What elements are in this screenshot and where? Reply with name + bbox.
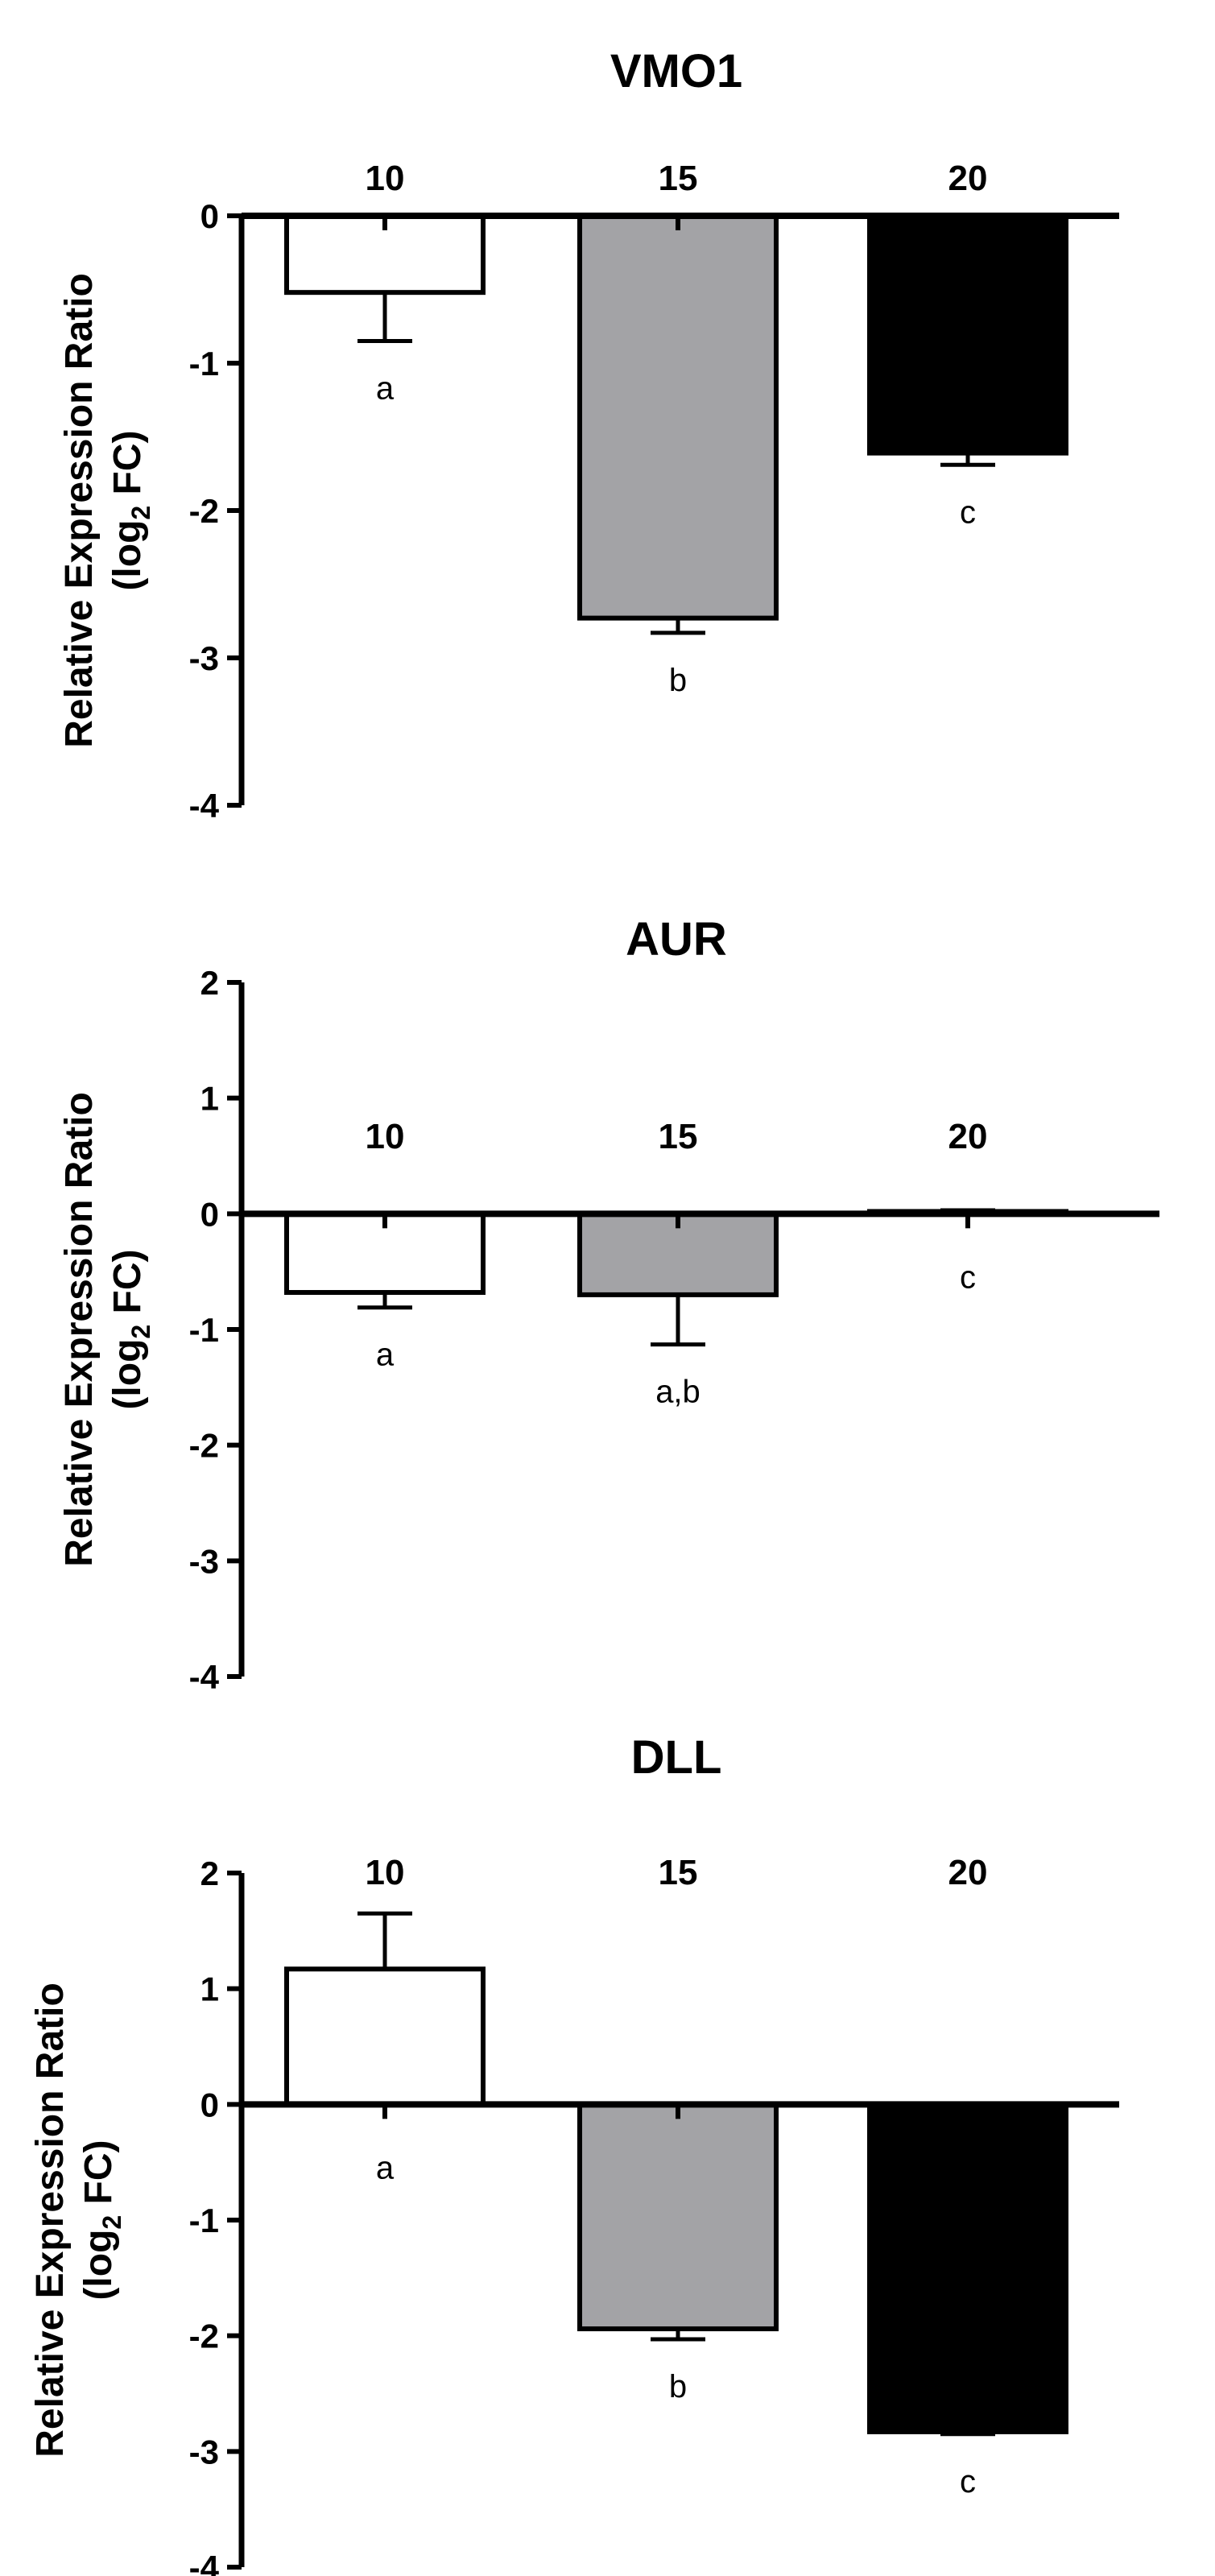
bar-20 xyxy=(867,2102,1068,2434)
bar-15 xyxy=(577,213,779,621)
category-label-10: 10 xyxy=(366,159,405,198)
y-tick-label: -4 xyxy=(189,787,220,825)
y-tick-label: 2 xyxy=(200,1854,219,1892)
bar-15 xyxy=(577,2102,779,2332)
bar-20 xyxy=(867,213,1068,456)
chart-panel-vmo1: VMO1 Relative Expression Ratio (log2 FC) 0 -… xyxy=(58,45,1119,825)
y-tick-label: 2 xyxy=(200,964,219,1002)
y-tick-label: -2 xyxy=(189,492,219,530)
category-label-15: 15 xyxy=(659,159,698,198)
y-tick-label: -3 xyxy=(189,2433,219,2471)
significance-label-20: c xyxy=(960,2464,976,2500)
y-tick-label: -4 xyxy=(189,2549,220,2576)
category-label-20: 20 xyxy=(948,1853,988,1892)
y-tick-label: -1 xyxy=(189,2202,219,2239)
significance-label-15: a,b xyxy=(655,1375,700,1410)
significance-label-15: b xyxy=(669,2369,687,2404)
significance-label-15: b xyxy=(669,663,687,698)
y-tick-label: -2 xyxy=(189,1427,219,1465)
category-label-20: 20 xyxy=(948,159,988,198)
significance-label-10: a xyxy=(376,371,395,407)
y-axis-label: Relative Expression Ratio xyxy=(58,273,101,748)
y-tick-label: -1 xyxy=(189,345,219,382)
significance-label-20: c xyxy=(960,494,976,530)
chart-title: DLL xyxy=(631,1731,722,1784)
y-tick-label: -4 xyxy=(189,1658,220,1696)
y-axis-label: Relative Expression Ratio xyxy=(29,1983,72,2458)
y-tick-label: -2 xyxy=(189,2318,219,2355)
significance-label-20: c xyxy=(960,1259,976,1295)
y-axis-label-unit: (log2 FC) xyxy=(77,2140,126,2300)
significance-label-10: a xyxy=(376,2150,395,2185)
category-label-10: 10 xyxy=(366,1853,405,1892)
y-tick-label: 0 xyxy=(200,1195,219,1233)
bar-10 xyxy=(284,1966,486,2107)
y-tick-label: 1 xyxy=(200,1970,219,2008)
y-tick-label: 0 xyxy=(200,2086,219,2123)
category-label-20: 20 xyxy=(948,1117,988,1156)
category-label-15: 15 xyxy=(659,1853,698,1892)
y-axis-label-unit: (log2 FC) xyxy=(106,1249,155,1409)
significance-label-10: a xyxy=(376,1338,395,1373)
y-tick-label: 1 xyxy=(200,1080,219,1118)
category-label-10: 10 xyxy=(366,1117,405,1156)
y-tick-label: 0 xyxy=(200,197,219,235)
y-tick-label: -1 xyxy=(189,1311,219,1349)
chart-title: VMO1 xyxy=(610,45,742,97)
y-tick-label: -3 xyxy=(189,639,219,677)
category-label-15: 15 xyxy=(659,1117,698,1156)
chart-title: AUR xyxy=(626,913,727,965)
y-axis-label-unit: (log2 FC) xyxy=(106,430,155,590)
y-tick-label: -3 xyxy=(189,1542,219,1580)
y-axis-label: Relative Expression Ratio xyxy=(58,1092,101,1567)
